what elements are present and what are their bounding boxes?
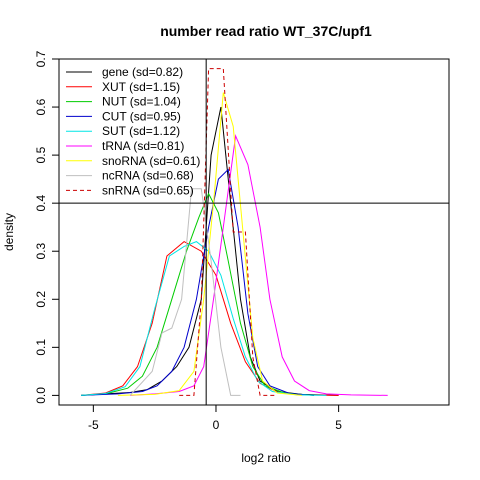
- legend-entry-6: snoRNA (sd=0.61): [102, 154, 200, 168]
- legend-entry-2: NUT (sd=1.04): [102, 95, 181, 109]
- x-axis-label: log2 ratio: [241, 451, 291, 465]
- chart-title: number read ratio WT_37C/upf1: [160, 23, 372, 39]
- series-line-0: [81, 106, 339, 396]
- y-tick-label: 0.6: [34, 98, 48, 115]
- legend-entry-1: XUT (sd=1.15): [102, 80, 180, 94]
- legend-entry-3: CUT (sd=0.95): [102, 109, 181, 123]
- legend-entry-4: SUT (sd=1.12): [102, 124, 180, 138]
- x-tick-label: 0: [213, 418, 220, 432]
- x-tick-label: 5: [335, 418, 342, 432]
- series-line-5: [130, 134, 388, 396]
- series-line-1: [81, 240, 339, 396]
- legend-entry-5: tRNA (sd=0.81): [102, 139, 184, 153]
- legend-entry-7: ncRNA (sd=0.68): [102, 169, 194, 183]
- series-line-6: [117, 92, 302, 396]
- x-tick-label: -5: [88, 418, 99, 432]
- y-tick-label: 0.2: [34, 291, 48, 308]
- y-tick-label: 0.7: [34, 50, 48, 67]
- y-tick-label: 0.0: [34, 387, 48, 404]
- y-tick-label: 0.4: [34, 195, 48, 212]
- legend-entry-0: gene (sd=0.82): [102, 65, 183, 79]
- y-tick-label: 0.3: [34, 243, 48, 260]
- plot-area: [59, 59, 449, 405]
- series-line-7: [129, 188, 241, 396]
- y-tick-label: 0.5: [34, 146, 48, 163]
- axes: -5 0 5 0.0 0.1 0.2 0.3 0.4 0.5 0.6 0.7: [34, 50, 450, 432]
- legend-entry-8: snRNA (sd=0.65): [102, 183, 194, 197]
- y-tick-label: 0.1: [34, 339, 48, 356]
- legend: gene (sd=0.82)XUT (sd=1.15)NUT (sd=1.04)…: [66, 65, 200, 197]
- y-axis-label: density: [2, 213, 16, 251]
